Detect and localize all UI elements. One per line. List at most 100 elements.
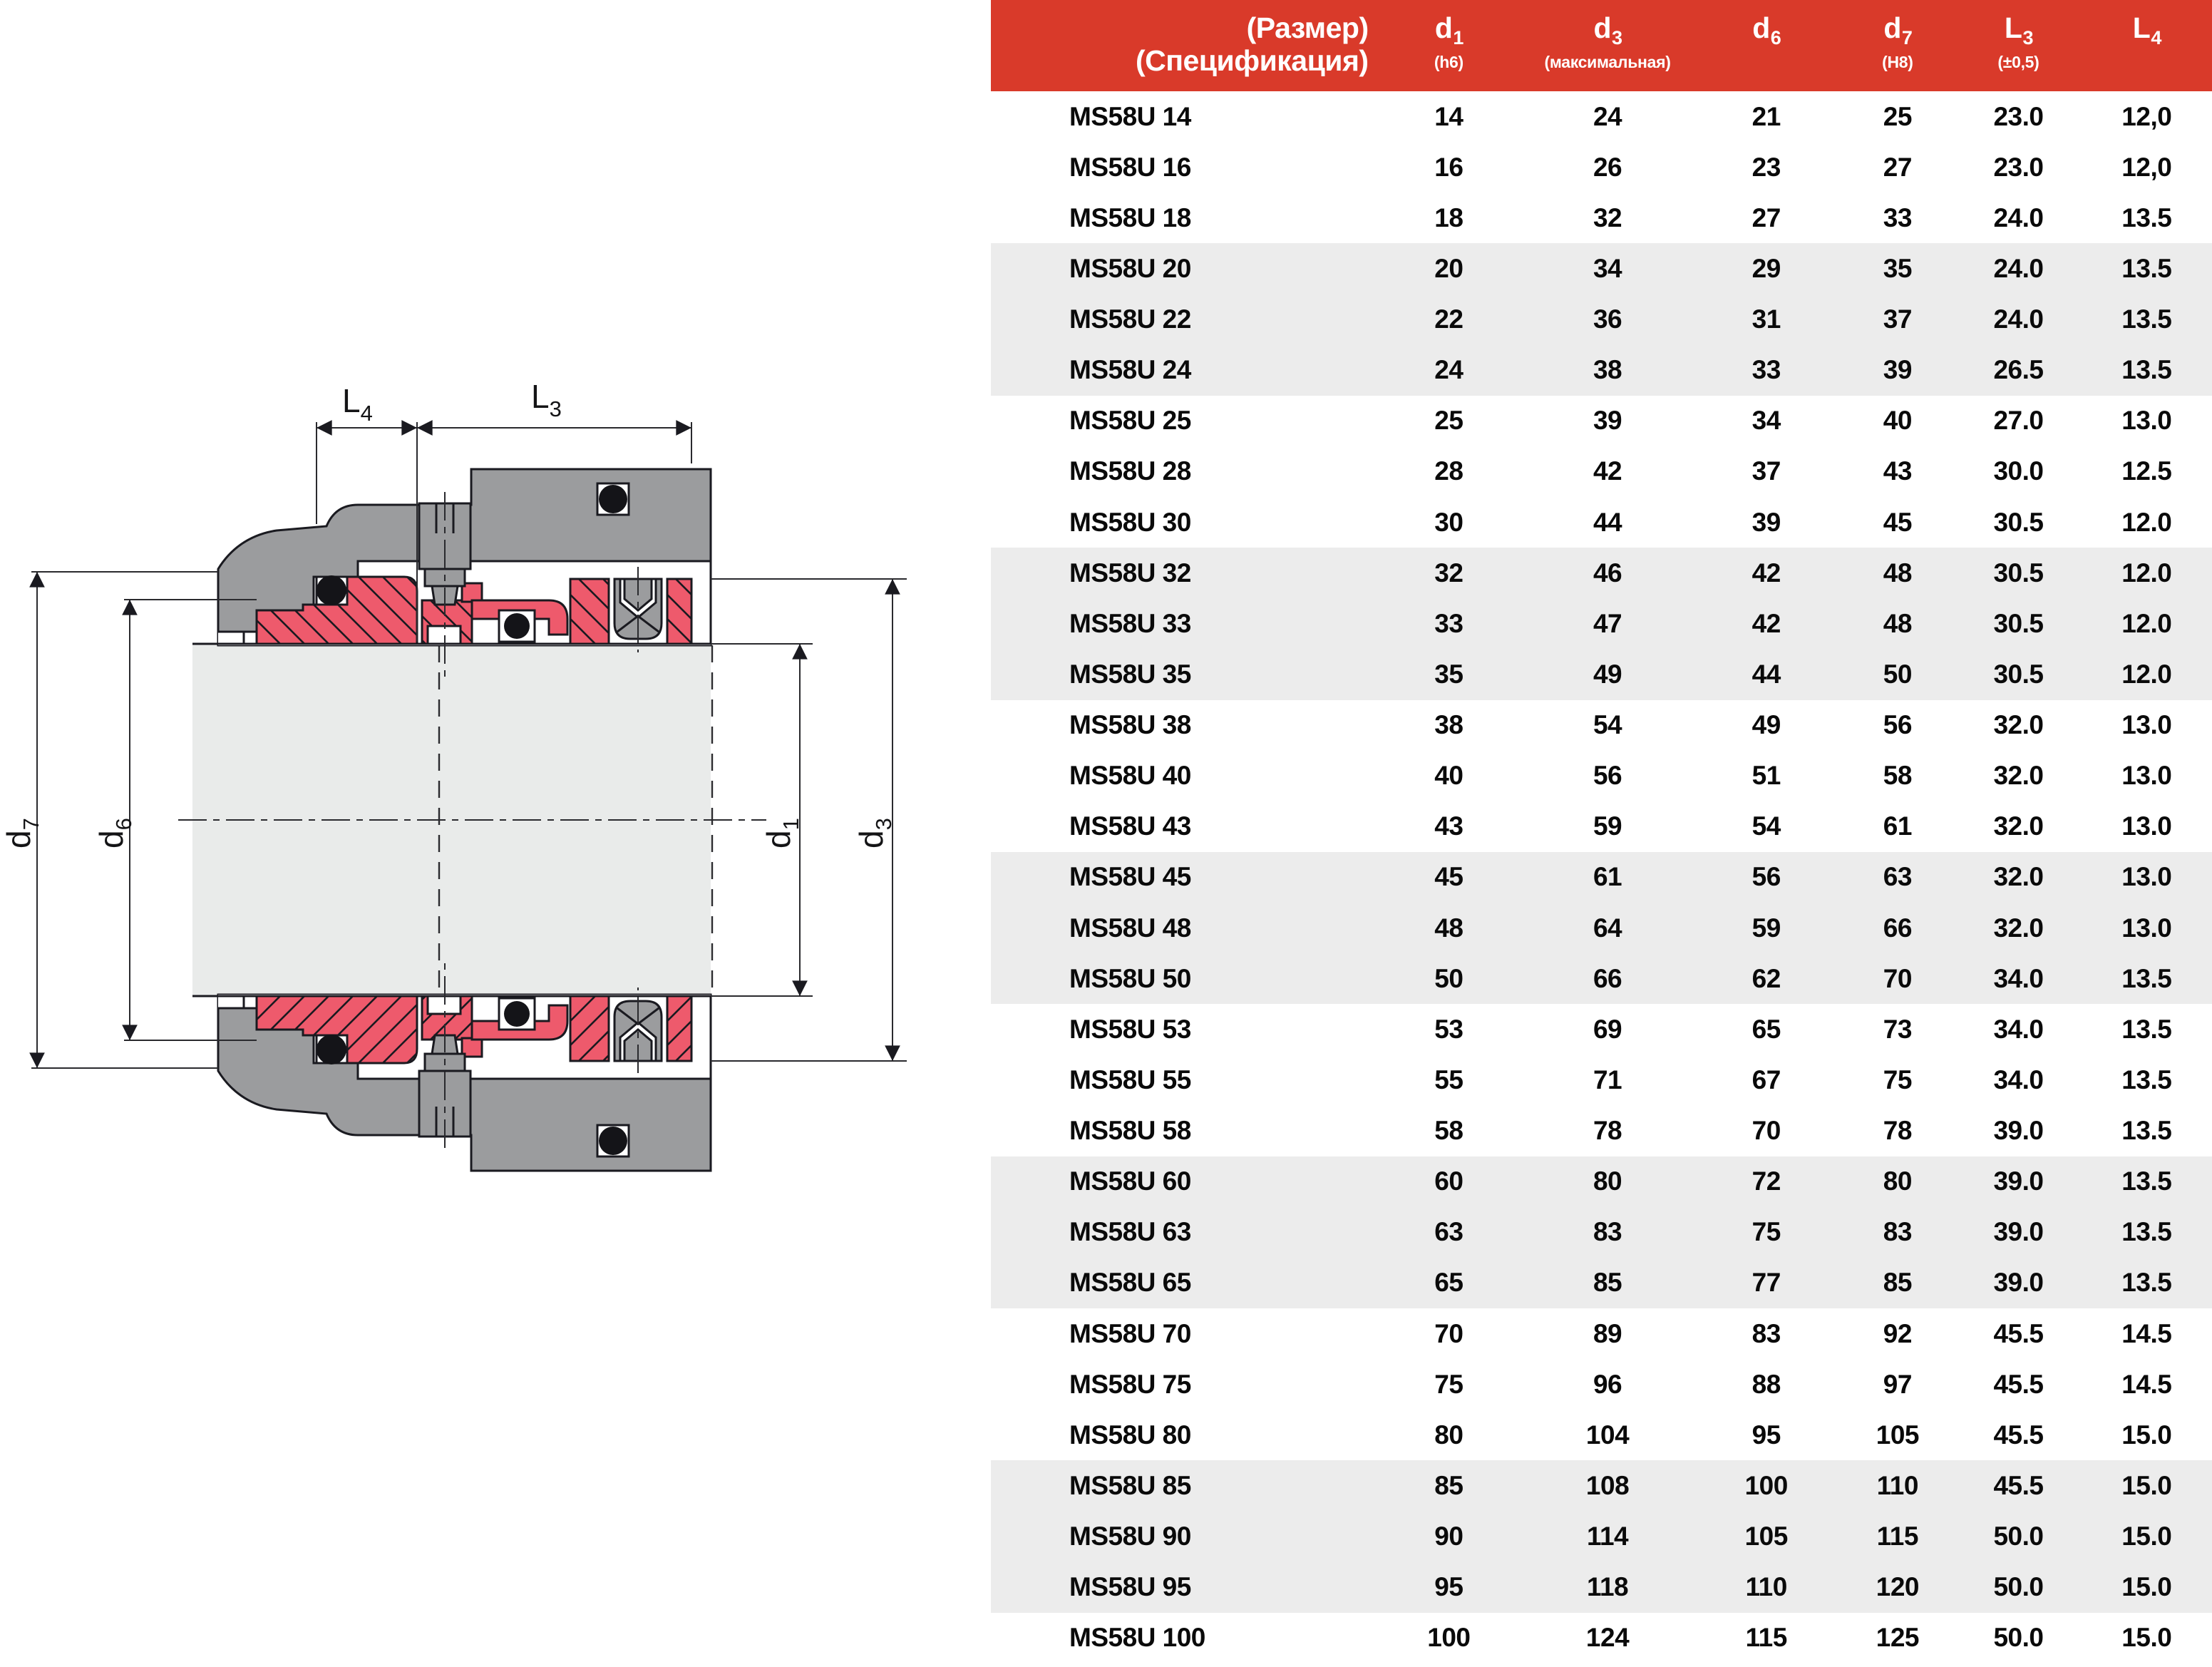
cell-spec: MS58U 32 bbox=[1069, 558, 1191, 588]
cell-d7: 73 bbox=[1883, 1014, 1913, 1044]
cell-l3: 32.0 bbox=[1993, 811, 2044, 841]
cell-d1: 58 bbox=[1434, 1116, 1463, 1146]
cell-d3: 44 bbox=[1593, 507, 1622, 537]
table-row: MS58U 14 14 24 21 25 23.0 12,0 bbox=[991, 91, 2212, 143]
cell-l3: 30.5 bbox=[1993, 558, 2044, 588]
table-row: MS58U 63 63 83 75 83 39.0 13.5 bbox=[991, 1206, 2212, 1258]
table-row: MS58U 30 30 44 39 45 30.5 12.0 bbox=[991, 497, 2212, 548]
cell-l3: 45.5 bbox=[1993, 1470, 2044, 1500]
cell-d3: 36 bbox=[1593, 304, 1622, 334]
cell-spec: MS58U 80 bbox=[1069, 1420, 1191, 1450]
cell-l4: 15.0 bbox=[2121, 1522, 2172, 1551]
cell-d3: 49 bbox=[1593, 659, 1622, 689]
cell-d3: 71 bbox=[1593, 1065, 1622, 1094]
table-row: MS58U 85 85 108 100 110 45.5 15.0 bbox=[991, 1460, 2212, 1512]
cell-d1: 55 bbox=[1434, 1065, 1463, 1094]
table-row: MS58U 43 43 59 54 61 32.0 13.0 bbox=[991, 801, 2212, 852]
cell-d6: 23 bbox=[1751, 152, 1781, 182]
table-row: MS58U 95 95 118 110 120 50.0 15.0 bbox=[991, 1561, 2212, 1613]
cell-d7: 33 bbox=[1883, 202, 1913, 232]
cell-l4: 13.5 bbox=[2121, 1065, 2172, 1094]
cell-d1: 25 bbox=[1434, 406, 1463, 436]
cell-l4: 13.5 bbox=[2121, 304, 2172, 334]
cell-l3: 50.0 bbox=[1993, 1522, 2044, 1551]
cell-d6: 29 bbox=[1751, 253, 1781, 283]
dim-label-d1: d1 bbox=[760, 818, 803, 848]
cell-d7: 37 bbox=[1883, 304, 1913, 334]
cell-d3: 78 bbox=[1593, 1116, 1622, 1146]
cell-d7: 66 bbox=[1883, 913, 1913, 943]
cell-d6: 75 bbox=[1751, 1217, 1781, 1247]
cell-d6: 34 bbox=[1751, 406, 1781, 436]
set-screw bbox=[418, 492, 472, 681]
cell-l4: 13.5 bbox=[2121, 355, 2172, 385]
cell-d3: 118 bbox=[1586, 1572, 1629, 1602]
cell-d1: 40 bbox=[1434, 761, 1463, 791]
cell-l4: 15.0 bbox=[2121, 1470, 2172, 1500]
cell-spec: MS58U 70 bbox=[1069, 1318, 1191, 1348]
cell-d1: 80 bbox=[1434, 1420, 1463, 1450]
cell-spec: MS58U 24 bbox=[1069, 355, 1191, 385]
cell-l4: 12,0 bbox=[2121, 101, 2172, 131]
cell-d6: 51 bbox=[1751, 761, 1781, 791]
cell-d7: 85 bbox=[1883, 1268, 1913, 1298]
o-ring-inner-icon bbox=[504, 613, 530, 639]
cell-spec: MS58U 75 bbox=[1069, 1369, 1191, 1399]
cell-d3: 46 bbox=[1593, 558, 1622, 588]
cell-l3: 24.0 bbox=[1993, 304, 2044, 334]
cell-spec: MS58U 85 bbox=[1069, 1470, 1191, 1500]
cell-d6: 100 bbox=[1744, 1470, 1789, 1500]
table-row: MS58U 32 32 46 42 48 30.5 12.0 bbox=[991, 548, 2212, 599]
cell-d3: 64 bbox=[1593, 913, 1622, 943]
cell-spec: MS58U 43 bbox=[1069, 811, 1191, 841]
gland-o-ring bbox=[596, 482, 630, 516]
cell-d6: 67 bbox=[1751, 1065, 1781, 1094]
seal-assembly-half bbox=[217, 468, 712, 681]
dim-label-d6: d6 bbox=[93, 818, 136, 848]
table-row: MS58U 53 53 69 65 73 34.0 13.5 bbox=[991, 1004, 2212, 1055]
cell-d6: 59 bbox=[1751, 913, 1781, 943]
cell-d6: 54 bbox=[1751, 811, 1781, 841]
dim-label-L4: L4 bbox=[342, 382, 373, 426]
cell-d7: 25 bbox=[1883, 101, 1913, 131]
cell-d7: 48 bbox=[1883, 608, 1913, 638]
cell-spec: MS58U 50 bbox=[1069, 963, 1191, 993]
cell-spec: MS58U 20 bbox=[1069, 253, 1191, 283]
header-col-L4: L4 bbox=[2132, 11, 2162, 48]
cell-l3: 32.0 bbox=[1993, 913, 2044, 943]
cell-d1: 43 bbox=[1434, 811, 1463, 841]
cell-spec: MS58U 100 bbox=[1069, 1623, 1205, 1653]
cell-l3: 30.5 bbox=[1993, 608, 2044, 638]
cell-spec: MS58U 95 bbox=[1069, 1572, 1191, 1602]
table-row: MS58U 40 40 56 51 58 32.0 13.0 bbox=[991, 750, 2212, 801]
cell-d1: 24 bbox=[1434, 355, 1463, 385]
cell-l4: 12.0 bbox=[2121, 608, 2172, 638]
cell-spec: MS58U 48 bbox=[1069, 913, 1191, 943]
cell-d3: 24 bbox=[1593, 101, 1622, 131]
header-size-line1: (Размер) bbox=[1246, 11, 1369, 44]
cell-spec: MS58U 30 bbox=[1069, 507, 1191, 537]
cell-d1: 85 bbox=[1434, 1470, 1463, 1500]
cell-l3: 32.0 bbox=[1993, 710, 2044, 740]
cell-d1: 60 bbox=[1434, 1166, 1463, 1196]
cell-l4: 12.5 bbox=[2121, 456, 2172, 486]
dim-label-d3: d3 bbox=[853, 818, 896, 848]
cell-l4: 12.0 bbox=[2121, 507, 2172, 537]
cell-spec: MS58U 33 bbox=[1069, 608, 1191, 638]
retainer-bellows bbox=[421, 582, 569, 645]
cell-d3: 34 bbox=[1593, 253, 1622, 283]
cell-d7: 70 bbox=[1883, 963, 1913, 993]
table-row: MS58U 75 75 96 88 97 45.5 14.5 bbox=[991, 1359, 2212, 1410]
cell-d1: 53 bbox=[1434, 1014, 1463, 1044]
cell-d1: 65 bbox=[1434, 1268, 1463, 1298]
table-row: MS58U 35 35 49 44 50 30.5 12.0 bbox=[991, 649, 2212, 700]
cell-d6: 72 bbox=[1751, 1166, 1781, 1196]
cell-d7: 27 bbox=[1883, 152, 1913, 182]
table-row: MS58U 50 50 66 62 70 34.0 13.5 bbox=[991, 953, 2212, 1005]
cell-d7: 92 bbox=[1883, 1318, 1913, 1348]
table-row: MS58U 90 90 114 105 115 50.0 15.0 bbox=[991, 1511, 2212, 1562]
cell-d1: 75 bbox=[1434, 1369, 1463, 1399]
cell-spec: MS58U 35 bbox=[1069, 659, 1191, 689]
cell-l4: 13.5 bbox=[2121, 1268, 2172, 1298]
cell-l4: 13.5 bbox=[2121, 1116, 2172, 1146]
